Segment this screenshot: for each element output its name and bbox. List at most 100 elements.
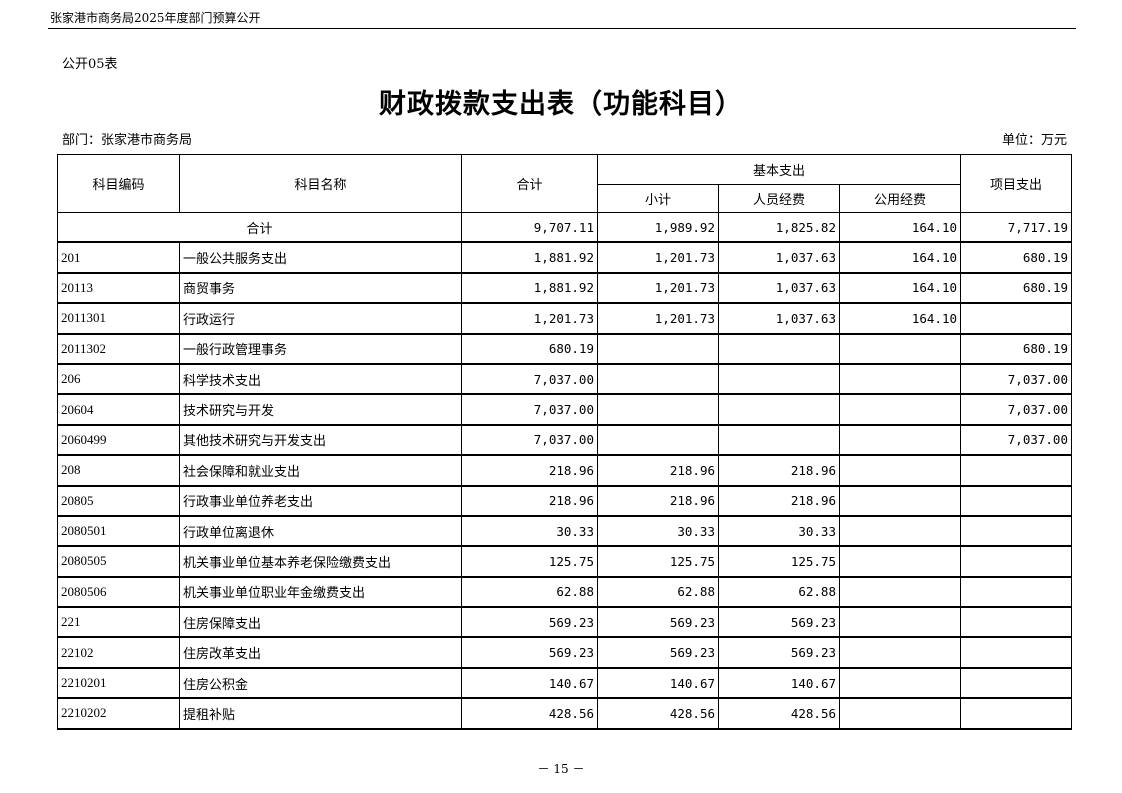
cell-project xyxy=(960,454,1072,487)
cell-personnel: 218.96 xyxy=(718,485,840,517)
cell-subtotal xyxy=(597,393,719,426)
cell-personnel: 1,037.63 xyxy=(718,272,840,305)
cell-total: 140.67 xyxy=(461,667,598,700)
cell-subtotal: 218.96 xyxy=(597,485,719,517)
cell-name: 住房保障支出 xyxy=(179,606,462,639)
cell-total: 1,881.92 xyxy=(461,241,598,274)
cell-public xyxy=(839,333,961,365)
cell-personnel: 125.75 xyxy=(718,545,840,578)
cell-name: 其他技术研究与开发支出 xyxy=(179,424,462,457)
table-row: 208 社会保障和就业支出 218.96 218.96 218.96 xyxy=(57,454,1072,487)
cell-project xyxy=(960,667,1072,700)
table-row: 2210201 住房公积金 140.67 140.67 140.67 xyxy=(57,667,1072,700)
cell-total: 30.33 xyxy=(461,515,598,548)
table-row: 206 科学技术支出 7,037.00 7,037.00 xyxy=(57,363,1072,396)
cell-public xyxy=(839,393,961,426)
table-row: 201 一般公共服务支出 1,881.92 1,201.73 1,037.63 164.1… xyxy=(57,241,1072,274)
col-header-name: 科目名称 xyxy=(179,154,462,213)
table-row: 2080506 机关事业单位职业年金缴费支出 62.88 62.88 62.88 xyxy=(57,576,1072,609)
cell-project xyxy=(960,606,1072,639)
cell-code: 2210202 xyxy=(57,697,180,730)
cell-total: 569.23 xyxy=(461,606,598,639)
cell-subtotal xyxy=(597,424,719,457)
table-row: 2080501 行政单位离退休 30.33 30.33 30.33 xyxy=(57,515,1072,548)
cell-code: 2011301 xyxy=(57,302,180,335)
cell-personnel xyxy=(718,393,840,426)
cell-subtotal: 30.33 xyxy=(597,515,719,548)
cell-subtotal: 1,201.73 xyxy=(597,302,719,335)
cell-project xyxy=(960,302,1072,335)
cell-total: 1,201.73 xyxy=(461,302,598,335)
cell-name: 科学技术支出 xyxy=(179,363,462,396)
table-row: 2210202 提租补贴 428.56 428.56 428.56 xyxy=(57,697,1072,730)
table-number: 公开05表 xyxy=(62,57,118,72)
cell-code: 20604 xyxy=(57,393,180,426)
cell-personnel xyxy=(718,424,840,457)
cell-subtotal: 218.96 xyxy=(597,454,719,487)
cell-name: 住房公积金 xyxy=(179,667,462,700)
cell-personnel xyxy=(718,363,840,396)
cell-project: 7,037.00 xyxy=(960,424,1072,457)
table-row: 2080505 机关事业单位基本养老保险缴费支出 125.75 125.75 125.7… xyxy=(57,545,1072,578)
cell-personnel: 62.88 xyxy=(718,576,840,609)
cell-project xyxy=(960,545,1072,578)
cell-total: 62.88 xyxy=(461,576,598,609)
col-header-subtotal: 小计 xyxy=(597,184,719,213)
col-header-code: 科目编码 xyxy=(57,154,180,213)
table-row: 20604 技术研究与开发 7,037.00 7,037.00 xyxy=(57,393,1072,426)
cell-subtotal xyxy=(597,333,719,365)
cell-personnel: 1,037.63 xyxy=(718,241,840,274)
cell-public xyxy=(839,697,961,730)
department-label: 部门：张家港市商务局 xyxy=(62,133,193,148)
cell-public xyxy=(839,576,961,609)
col-header-project: 项目支出 xyxy=(960,154,1072,213)
cell-project: 680.19 xyxy=(960,241,1072,274)
cell-project xyxy=(960,636,1072,669)
cell-name: 行政事业单位养老支出 xyxy=(179,485,462,517)
col-header-public: 公用经费 xyxy=(839,184,961,213)
cell-code: 206 xyxy=(57,363,180,396)
cell-public xyxy=(839,636,961,669)
cell-project xyxy=(960,515,1072,548)
cell-name: 行政单位离退休 xyxy=(179,515,462,548)
table-row: 2011302 一般行政管理事务 680.19 680.19 xyxy=(57,333,1072,365)
cell-subtotal: 140.67 xyxy=(597,667,719,700)
cell-name: 商贸事务 xyxy=(179,272,462,305)
cell-code: 2080505 xyxy=(57,545,180,578)
cell-project: 680.19 xyxy=(960,272,1072,305)
cell-personnel: 428.56 xyxy=(718,697,840,730)
cell-subtotal: 428.56 xyxy=(597,697,719,730)
cell-personnel: 218.96 xyxy=(718,454,840,487)
cell-code: 20805 xyxy=(57,485,180,517)
cell-public xyxy=(839,545,961,578)
page-number: － 15 － xyxy=(537,762,585,776)
cell-subtotal: 62.88 xyxy=(597,576,719,609)
cell-code: 2080501 xyxy=(57,515,180,548)
table-row: 20805 行政事业单位养老支出 218.96 218.96 218.96 xyxy=(57,485,1072,517)
cell-personnel: 1,037.63 xyxy=(718,302,840,335)
cell-subtotal xyxy=(597,363,719,396)
cell-subtotal: 125.75 xyxy=(597,545,719,578)
cell-code: 201 xyxy=(57,241,180,274)
cell-name: 技术研究与开发 xyxy=(179,393,462,426)
col-header-personnel: 人员经费 xyxy=(718,184,840,213)
total-subtotal: 1,989.92 xyxy=(597,212,719,244)
cell-public xyxy=(839,363,961,396)
cell-subtotal: 1,201.73 xyxy=(597,272,719,305)
cell-subtotal: 569.23 xyxy=(597,636,719,669)
cell-name: 机关事业单位基本养老保险缴费支出 xyxy=(179,545,462,578)
cell-public xyxy=(839,454,961,487)
total-personnel: 1,825.82 xyxy=(718,212,840,244)
cell-project xyxy=(960,576,1072,609)
cell-personnel: 569.23 xyxy=(718,636,840,669)
cell-code: 22102 xyxy=(57,636,180,669)
cell-total: 1,881.92 xyxy=(461,272,598,305)
table-row: 2011301 行政运行 1,201.73 1,201.73 1,037.63 164.1… xyxy=(57,302,1072,335)
cell-personnel xyxy=(718,333,840,365)
cell-public xyxy=(839,515,961,548)
cell-total: 7,037.00 xyxy=(461,363,598,396)
cell-code: 2210201 xyxy=(57,667,180,700)
total-project: 7,717.19 xyxy=(960,212,1072,244)
table-row: 221 住房保障支出 569.23 569.23 569.23 xyxy=(57,606,1072,639)
cell-name: 社会保障和就业支出 xyxy=(179,454,462,487)
